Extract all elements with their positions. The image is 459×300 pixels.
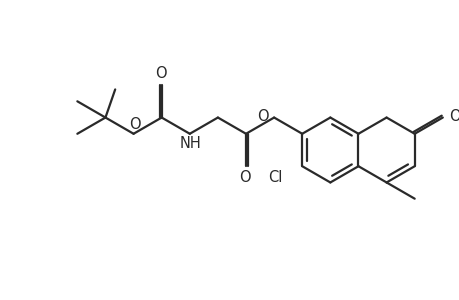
- Text: O: O: [129, 117, 140, 132]
- Text: O: O: [448, 109, 459, 124]
- Text: O: O: [239, 170, 250, 185]
- Text: O: O: [155, 66, 166, 81]
- Text: NH: NH: [179, 136, 201, 151]
- Text: O: O: [257, 109, 269, 124]
- Text: Cl: Cl: [268, 170, 282, 185]
